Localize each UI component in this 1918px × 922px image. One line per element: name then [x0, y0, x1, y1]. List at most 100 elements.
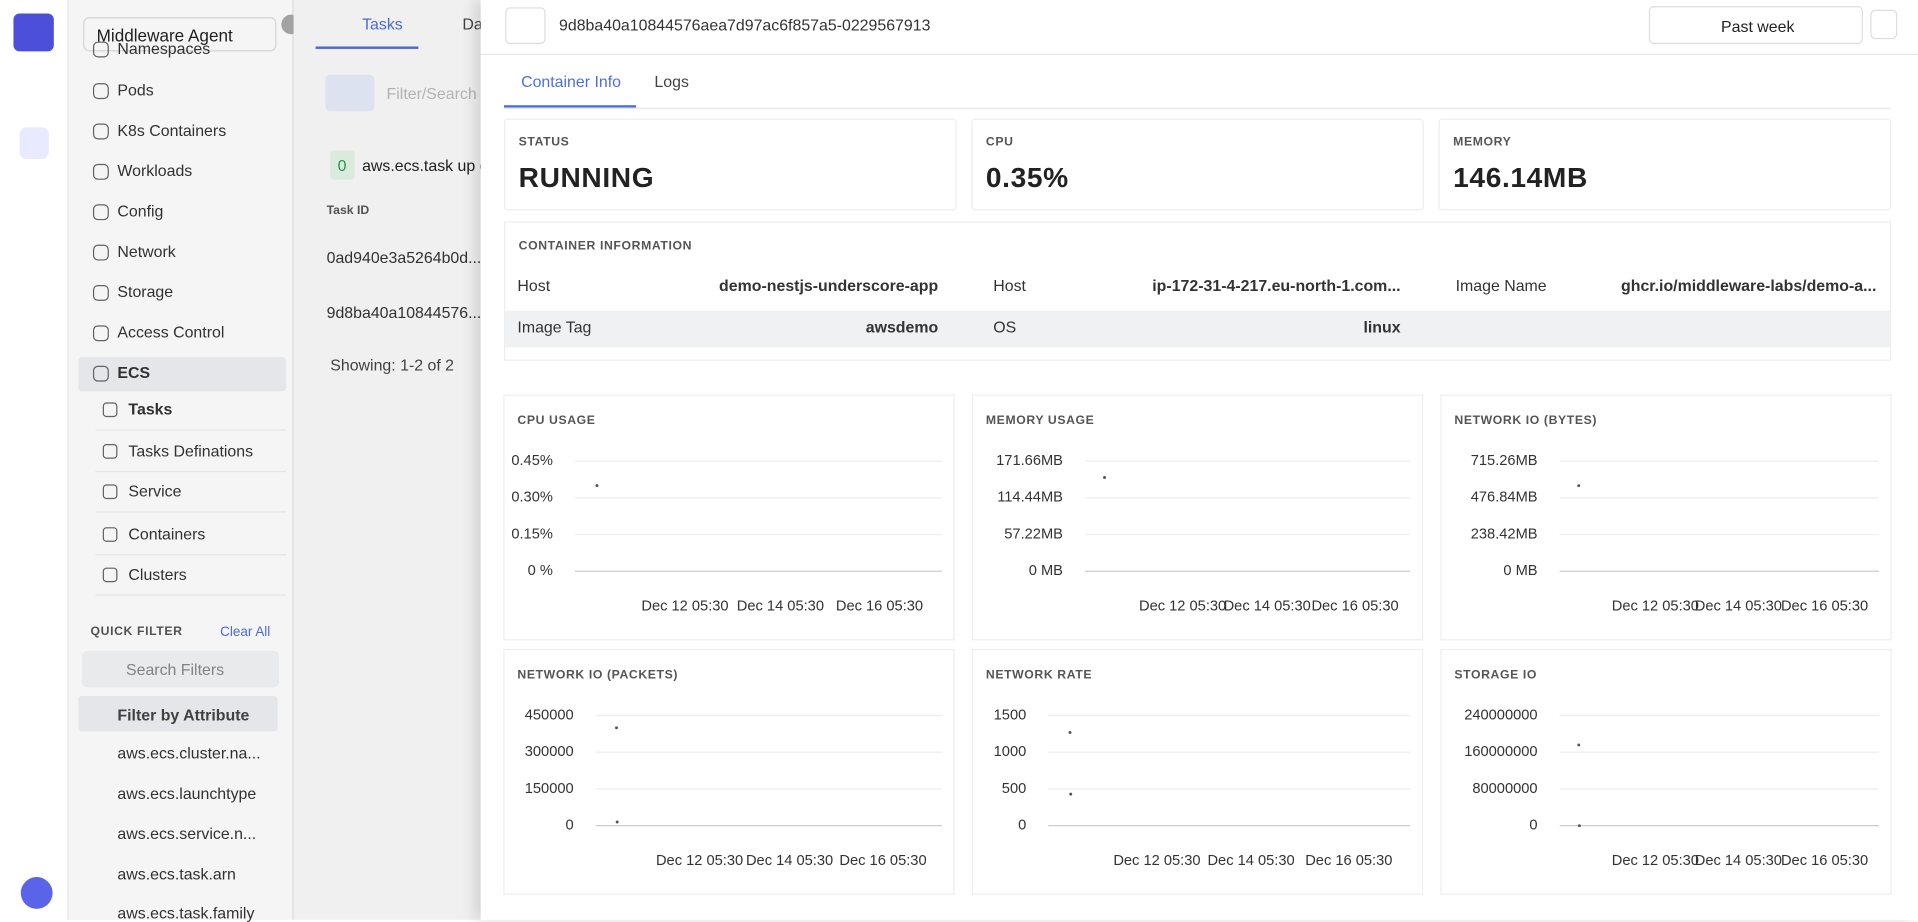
nav-icon [92, 204, 109, 221]
nav-item[interactable]: ECS [117, 363, 151, 382]
info-label: Image Name [1455, 276, 1547, 295]
filter-by[interactable]: Filter by Attribute [117, 705, 250, 725]
quick-filter: QUICK FILTER [90, 625, 183, 639]
x-tick-label: Dec 16 05:30 [1311, 599, 1398, 615]
y-tick-label: 0 [1018, 818, 1026, 834]
sub-item-icon [102, 567, 118, 583]
sub-item[interactable]: Clusters [128, 565, 187, 584]
info-value: linux [1363, 318, 1401, 337]
nav-item[interactable]: Workloads [117, 161, 193, 180]
attribute[interactable]: aws.ecs.task.family [117, 903, 255, 922]
info-value: ghcr.io/middleware-labs/demo-a... [1621, 276, 1877, 295]
sub-divider [95, 554, 287, 556]
stat-card: STATUS RUNNING [503, 118, 957, 211]
nav-item[interactable]: Storage [117, 282, 174, 301]
info-label: OS [993, 318, 1017, 337]
panel-tab[interactable]: Logs [654, 72, 689, 91]
stat-card: MEMORY 146.14MB [1438, 118, 1892, 211]
stat-value: RUNNING [518, 161, 655, 194]
attribute[interactable]: aws.ecs.task.arn [117, 864, 236, 884]
filter-search[interactable]: Search Filters [81, 650, 279, 688]
back-button[interactable] [505, 7, 546, 45]
filter-icon[interactable] [325, 74, 375, 112]
nav-icon [92, 244, 109, 261]
y-tick-label: 57.22MB [1004, 526, 1063, 542]
info-title: CONTAINER INFORMATION [518, 239, 693, 254]
data-point [615, 820, 619, 824]
main-area: Tasks Da Filter/Search 0 aws.ecs.task up… [293, 0, 488, 920]
x-tick-label: Dec 14 05:30 [1695, 853, 1782, 869]
clear-all[interactable]: Clear All [220, 625, 271, 640]
x-tick-label: Dec 14 05:30 [1224, 599, 1311, 615]
chart-title: MEMORY USAGE [986, 413, 1095, 427]
nav-item[interactable]: Namespaces [117, 39, 211, 58]
tab-underline [503, 105, 637, 108]
nav-item[interactable]: Pods [117, 80, 154, 100]
y-tick-label: 0 [566, 818, 574, 834]
divider [503, 107, 1892, 109]
logo[interactable] [13, 13, 54, 52]
info-row-bg [505, 310, 1890, 348]
stat-value: 146.14MB [1453, 161, 1588, 194]
sub-item[interactable]: Tasks Definations [128, 441, 254, 460]
panel-tab[interactable]: Container Info [521, 72, 621, 91]
tab[interactable]: Tasks [362, 14, 403, 34]
sub-item[interactable]: Containers [128, 524, 206, 544]
y-tick-label: 0.15% [511, 526, 553, 542]
y-tick-label: 0.30% [511, 490, 553, 506]
sub-item[interactable]: Tasks [128, 399, 173, 419]
y-tick-label: 238.42MB [1471, 526, 1538, 542]
panel-title: 9d8ba40a10844576aea7d97ac6f857a5-0229567… [559, 15, 931, 35]
agent-select[interactable]: Middleware Agent [83, 17, 277, 52]
sub-divider [95, 429, 287, 431]
agent-name: Middleware Agent [96, 25, 233, 46]
y-tick-label: 0 MB [1503, 563, 1537, 579]
info-label: Host [993, 276, 1026, 295]
nav-icon [92, 83, 109, 100]
y-tick-label: 500 [1002, 781, 1026, 797]
x-tick-label: Dec 12 05:30 [1612, 853, 1699, 869]
chart-card [1440, 648, 1892, 895]
stat-label: STATUS [518, 135, 570, 150]
ecs-highlight [78, 357, 287, 392]
stat-value: 0.35% [985, 161, 1069, 194]
attribute[interactable]: aws.ecs.cluster.na... [117, 743, 261, 763]
x-tick-label: Dec 14 05:30 [1207, 853, 1294, 869]
close-button[interactable] [1870, 9, 1898, 40]
y-tick-label: 300000 [525, 744, 574, 760]
info-value: ip-172-31-4-217.eu-north-1.com... [1152, 276, 1401, 295]
y-tick-label: 160000000 [1464, 744, 1537, 760]
nav-icon [92, 365, 109, 382]
nav-item[interactable]: K8s Containers [117, 121, 227, 140]
x-tick-label: Dec 12 05:30 [656, 853, 743, 869]
time-picker[interactable]: Past week [1648, 6, 1863, 45]
nav-icon [92, 123, 109, 140]
attribute[interactable]: aws.ecs.launchtype [117, 784, 257, 803]
x-tick-label: Dec 16 05:30 [836, 599, 923, 615]
search-placeholder: Search Filters [125, 660, 225, 679]
count-badge: 0 [330, 150, 355, 180]
avatar[interactable] [20, 877, 53, 909]
nav-icon [92, 285, 109, 301]
chart-card [971, 394, 1424, 641]
nav-item[interactable]: Access Control [117, 322, 225, 342]
task-row[interactable]: 0ad940e3a5264b0d... [326, 248, 482, 267]
nav-icon-active[interactable] [19, 127, 49, 160]
task-row[interactable]: 9d8ba40a10844576... [326, 303, 482, 322]
nav-item[interactable]: Network [117, 242, 176, 261]
sub-item[interactable]: Service [128, 481, 182, 501]
data-point [595, 484, 599, 488]
column-header[interactable]: Task ID [326, 204, 370, 218]
y-tick-label: 715.26MB [1471, 453, 1538, 469]
tab[interactable]: Da [462, 14, 483, 34]
info-label: Image Tag [517, 318, 592, 337]
stat-label: MEMORY [1453, 135, 1512, 150]
nav-icon [92, 163, 109, 180]
nav-item[interactable]: Config [117, 201, 164, 221]
y-tick-label: 240000000 [1464, 707, 1537, 723]
y-tick-label: 171.66MB [996, 453, 1063, 469]
y-tick-label: 0 MB [1029, 563, 1063, 579]
attribute[interactable]: aws.ecs.service.n... [117, 824, 257, 843]
data-point [1069, 792, 1073, 796]
